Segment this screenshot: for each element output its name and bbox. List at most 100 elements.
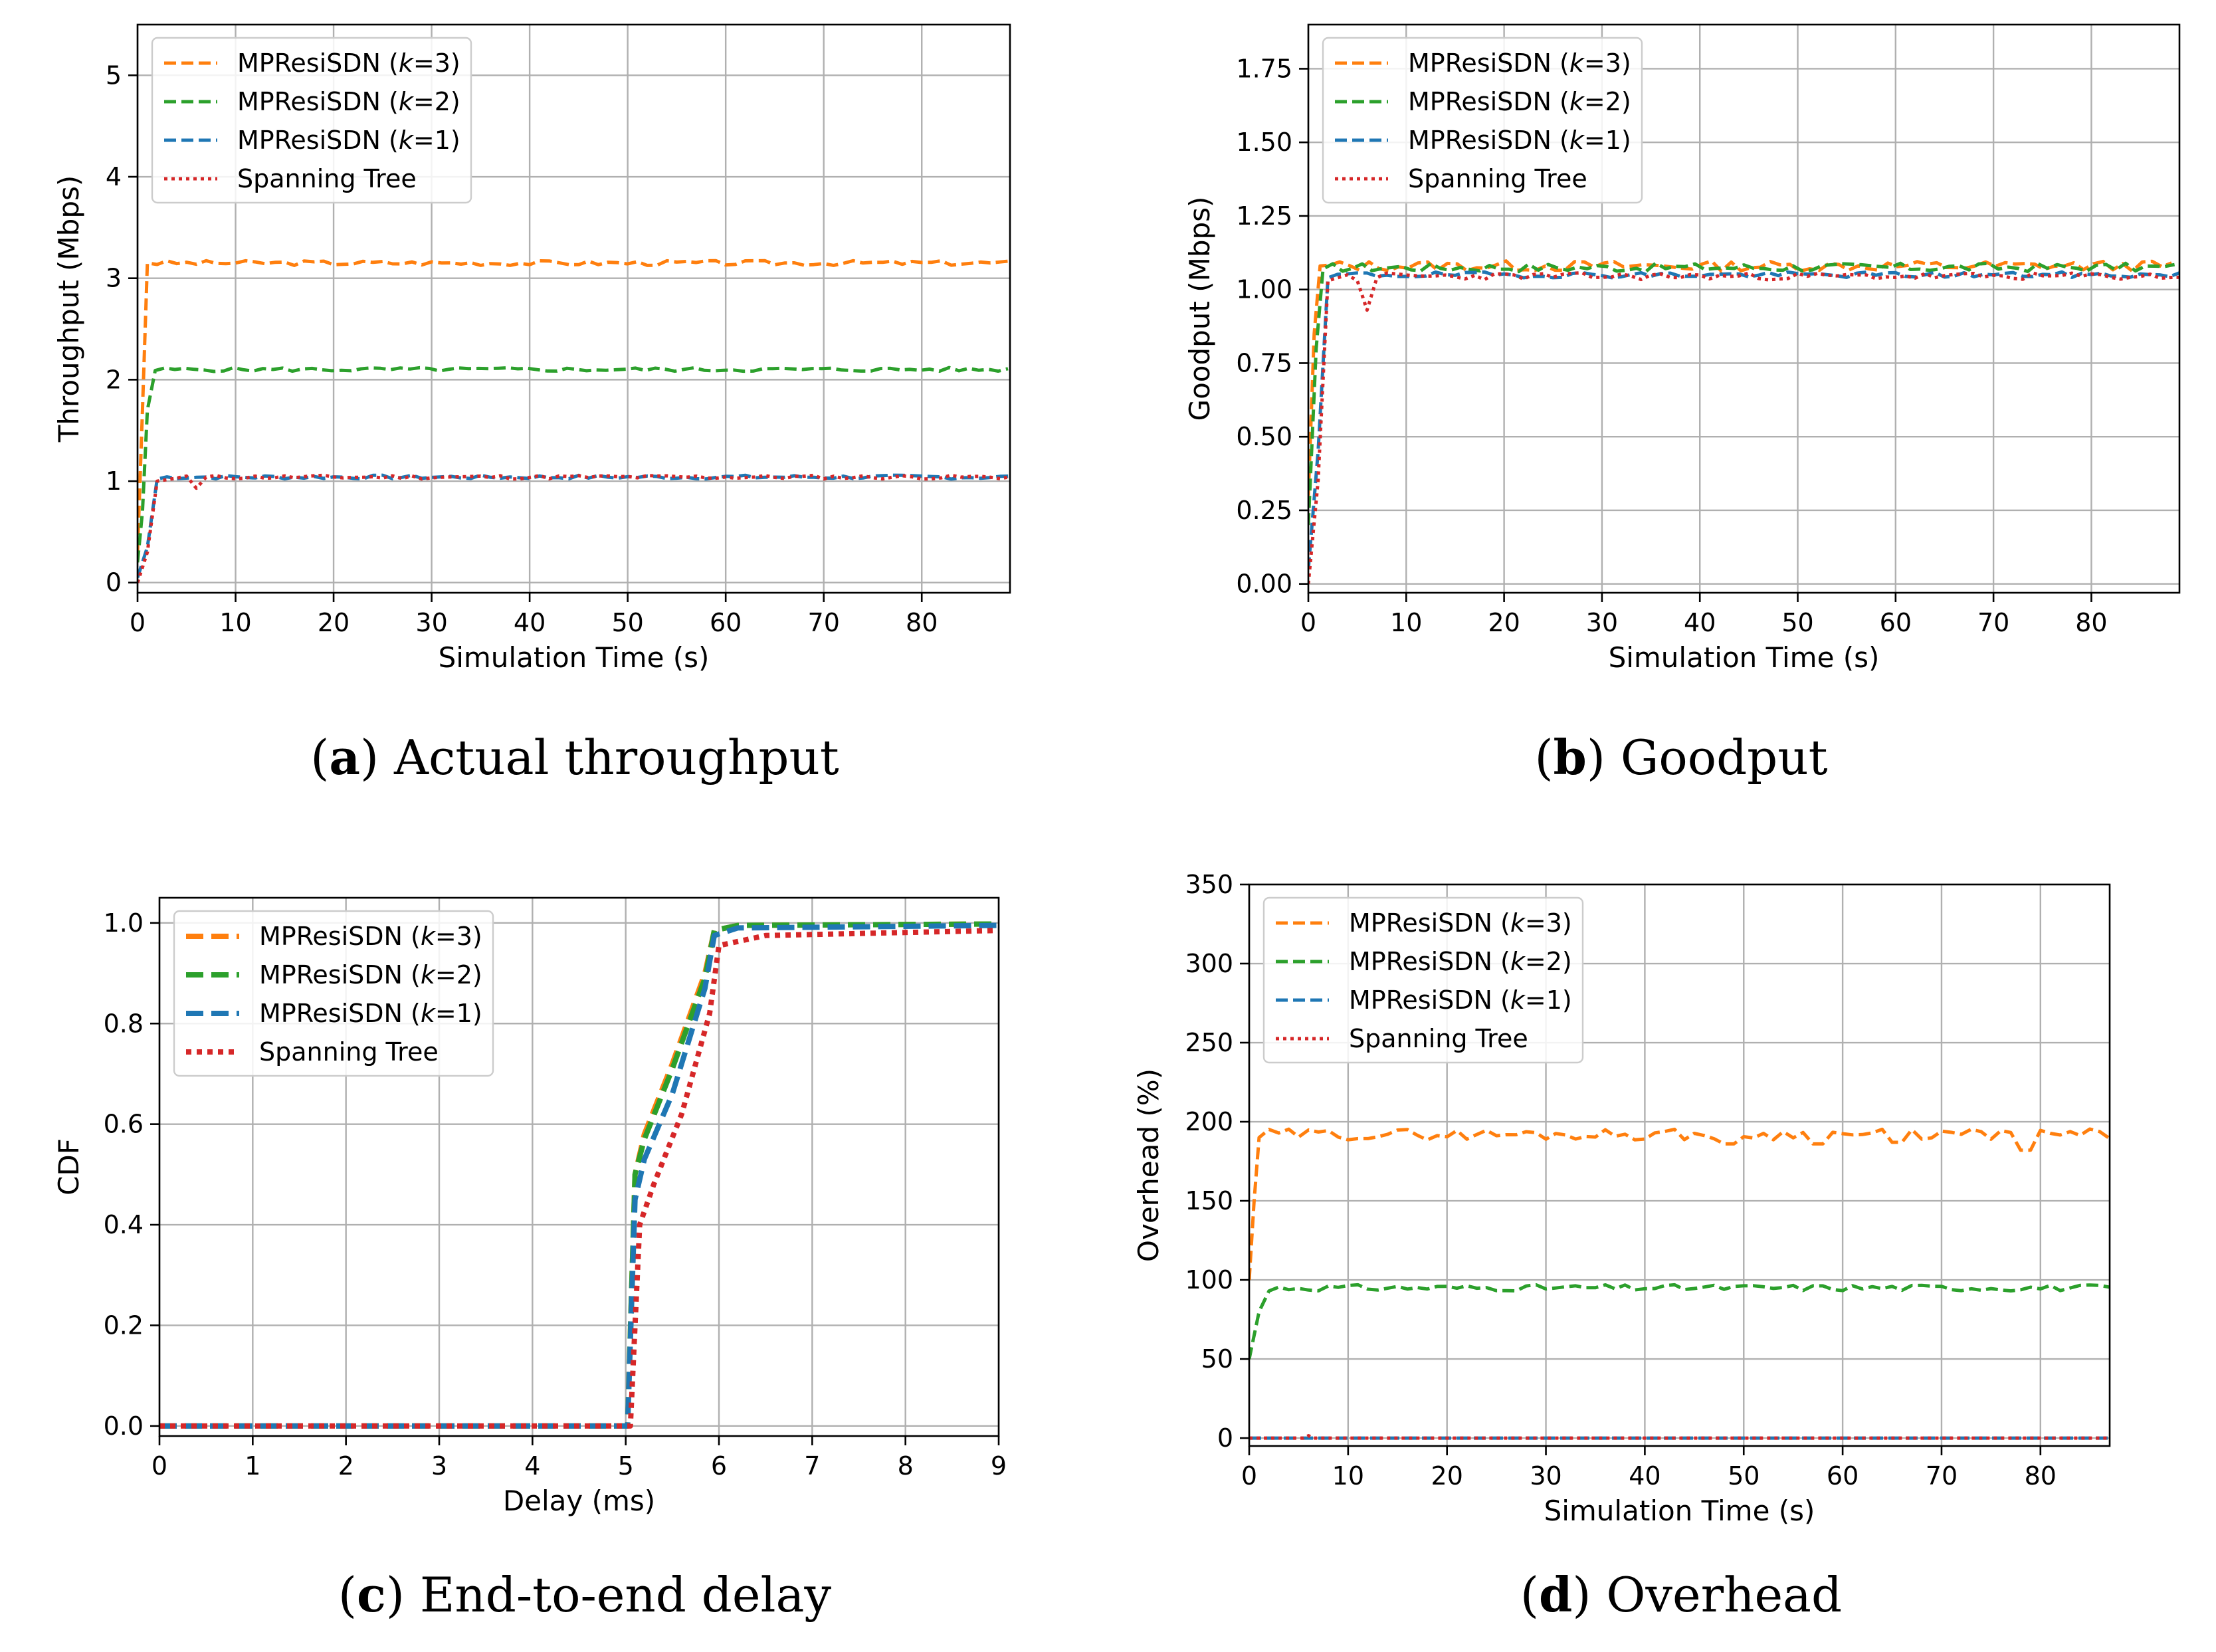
legend-label-k3: MPResiSDN (k=3)	[259, 922, 482, 951]
x-tick-label: 30	[1530, 1461, 1561, 1491]
y-tick-label: 100	[1185, 1265, 1233, 1294]
caption-paren: )	[360, 730, 379, 785]
x-tick-label: 80	[2075, 608, 2107, 637]
series-line-st	[138, 473, 1010, 583]
caption-paren: )	[1587, 730, 1605, 785]
series-line-k1	[1308, 270, 2179, 569]
x-tick-label: 30	[415, 608, 447, 637]
chart-c: 0 1 2 3 4 5 6 7 8 9 0.0 0.2 0.4 0.6 0.8 1.0 Delay (ms) CD…	[52, 896, 1007, 1623]
chart-d: 0 10 20 30 40 50 60 70 80 0 50 100 150 200 250 300 350 Si…	[1132, 870, 2111, 1623]
x-tick-label: 60	[1827, 1461, 1859, 1491]
x-tick-label: 0	[1300, 608, 1316, 637]
x-axis-label: Delay (ms)	[503, 1485, 655, 1517]
caption-letter: a	[329, 729, 360, 785]
caption-paren: )	[386, 1567, 405, 1623]
x-tick-label: 50	[1781, 608, 1813, 637]
y-tick-label: 1	[106, 466, 122, 496]
series-line-k3	[138, 258, 1010, 552]
legend-label-k2: MPResiSDN (k=2)	[237, 87, 460, 116]
legend-label-text: MPResiSDN (	[237, 49, 399, 78]
legend-label-k: k	[1510, 985, 1526, 1015]
series-group	[159, 921, 999, 1429]
axes-frame	[158, 896, 1000, 1437]
legend-label-k1: MPResiSDN (k=1)	[1408, 126, 1631, 155]
subfigure-caption: (a) Actual throughput	[310, 729, 839, 785]
legend-label-text: MPResiSDN (	[259, 999, 421, 1028]
x-tick-label: 3	[431, 1451, 447, 1481]
y-tick-label: 5	[106, 60, 122, 90]
legend-box	[1322, 37, 1643, 204]
caption-text: Overhead	[1591, 1567, 1842, 1623]
series-line-k2	[159, 921, 999, 1429]
chart-b: 0 10 20 30 40 50 60 70 80 0.00 0.25 0.50 0.75 1.00 1.2…	[1183, 23, 2181, 785]
subfigure-caption: (c) End-to-end delay	[338, 1566, 831, 1623]
y-tick-label: 300	[1185, 949, 1233, 978]
x-tick-label: 60	[1880, 608, 1912, 637]
legend-label-text: MPResiSDN (	[1349, 985, 1510, 1015]
y-tick-label: 2	[106, 365, 122, 394]
series-group	[1308, 259, 2179, 584]
caption-paren: (	[310, 730, 329, 785]
x-tick-label: 20	[318, 608, 350, 637]
x-tick-label: 4	[524, 1451, 540, 1481]
x-axis-label: Simulation Time (s)	[439, 641, 710, 674]
y-tick-label: 1.0	[104, 908, 144, 938]
legend-label-text: MPResiSDN (	[259, 922, 421, 951]
series-line-st	[159, 928, 999, 1429]
x-tick-label: 40	[514, 608, 546, 637]
caption-text: Actual throughput	[379, 730, 839, 785]
legend-label-k: k	[421, 999, 437, 1028]
legend-label-text: Spanning Tree	[1349, 1024, 1528, 1053]
legend-label-text: =3)	[413, 49, 460, 78]
legend: MPResiSDN (k=3)MPResiSDN (k=2)MPResiSDN …	[173, 910, 494, 1077]
legend-label-k: k	[399, 49, 415, 78]
x-axis-label: Simulation Time (s)	[1609, 641, 1880, 674]
x-tick-label: 0	[151, 1451, 167, 1481]
legend-label-k: k	[399, 87, 415, 116]
legend-label-text: =1)	[435, 999, 482, 1028]
y-tick-label: 150	[1185, 1186, 1233, 1215]
x-tick-label: 70	[1977, 608, 2009, 637]
x-tick-label: 0	[1241, 1461, 1257, 1491]
series-line-k1	[159, 922, 999, 1429]
legend-label-text: =1)	[1584, 126, 1631, 155]
caption-paren: )	[1572, 1567, 1591, 1623]
legend-label-k2: MPResiSDN (k=2)	[259, 960, 482, 989]
legend: MPResiSDN (k=3)MPResiSDN (k=2)MPResiSDN …	[1262, 896, 1584, 1064]
legend-label-k: k	[1569, 49, 1585, 78]
legend-label-k: k	[421, 922, 437, 951]
series-line-k2	[138, 365, 1009, 563]
y-tick-label: 1.00	[1236, 275, 1292, 304]
series-line-k3	[1249, 1127, 2110, 1281]
legend: MPResiSDN (k=3)MPResiSDN (k=2)MPResiSDN …	[1322, 37, 1643, 204]
grid	[158, 898, 1000, 1436]
y-tick-label: 0.4	[104, 1210, 144, 1239]
legend-label-k3: MPResiSDN (k=3)	[1349, 908, 1572, 938]
x-tick-label: 2	[338, 1451, 354, 1481]
y-tick-label: 1.50	[1236, 128, 1292, 157]
axes-frame	[136, 23, 1011, 594]
y-tick-label: 0.50	[1236, 422, 1292, 451]
legend-label-text: =3)	[1525, 908, 1572, 938]
legend-label-k: k	[1569, 87, 1585, 116]
caption-paren: (	[1520, 1567, 1539, 1623]
legend-label-text: MPResiSDN (	[1349, 908, 1510, 938]
legend-label-k: k	[1510, 908, 1526, 938]
legend-label-k1: MPResiSDN (k=1)	[237, 126, 460, 155]
x-tick-label: 50	[1728, 1461, 1760, 1491]
legend-label-text: MPResiSDN (	[259, 960, 421, 989]
x-tick-label: 50	[611, 608, 643, 637]
y-tick-label: 250	[1185, 1028, 1233, 1057]
x-tick-label: 0	[130, 608, 146, 637]
x-tick-label: 5	[618, 1451, 634, 1481]
legend-label-k3: MPResiSDN (k=3)	[1408, 49, 1631, 78]
x-tick-label: 40	[1629, 1461, 1661, 1491]
y-axis-label: Goodput (Mbps)	[1183, 197, 1216, 421]
legend-label-st: Spanning Tree	[237, 164, 417, 193]
legend-label-text: MPResiSDN (	[1408, 87, 1569, 116]
x-tick-label: 10	[1390, 608, 1422, 637]
legend: MPResiSDN (k=3)MPResiSDN (k=2)MPResiSDN …	[151, 37, 472, 204]
x-tick-label: 20	[1431, 1461, 1463, 1491]
legend-box	[1262, 896, 1584, 1064]
